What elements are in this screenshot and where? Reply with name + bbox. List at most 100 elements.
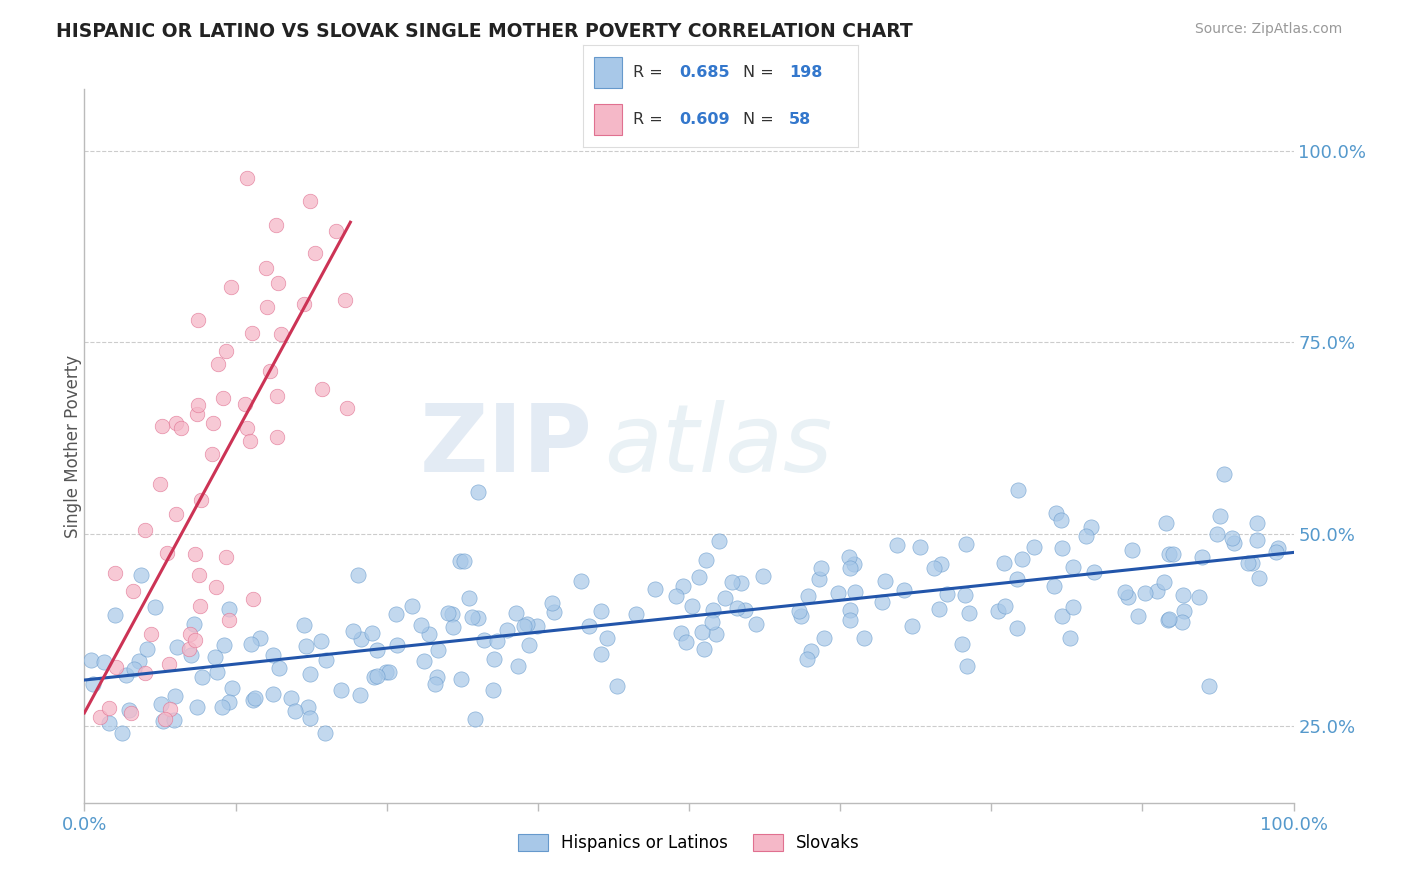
Point [578, 618, 600, 632]
Point [330, 683, 353, 698]
Point [437, 606, 460, 620]
Point [1171, 615, 1194, 629]
Point [295, 639, 318, 653]
Point [474, 633, 496, 648]
Point [163, 690, 186, 704]
Point [169, 421, 191, 435]
FancyBboxPatch shape [595, 104, 621, 135]
Point [671, 625, 693, 640]
Point [347, 567, 370, 582]
Point [1206, 527, 1229, 541]
Point [842, 557, 865, 571]
Point [752, 569, 775, 583]
Point [589, 604, 612, 618]
Point [1213, 467, 1236, 481]
Point [1059, 631, 1081, 645]
Point [1153, 574, 1175, 589]
Point [426, 643, 449, 657]
Point [188, 599, 211, 613]
Point [240, 326, 263, 340]
Point [152, 714, 174, 728]
Legend: Hispanics or Latinos, Slovaks: Hispanics or Latinos, Slovaks [512, 827, 866, 859]
Point [1050, 541, 1073, 555]
Point [461, 609, 484, 624]
Text: 0.685: 0.685 [679, 65, 730, 79]
Point [886, 538, 908, 552]
Point [215, 549, 238, 564]
Point [219, 279, 242, 293]
Point [987, 604, 1010, 618]
Point [221, 681, 243, 696]
Text: HISPANIC OR LATINO VS SLOVAK SINGLE MOTHER POVERTY CORRELATION CHART: HISPANIC OR LATINO VS SLOVAK SINGLE MOTH… [56, 22, 912, 41]
Y-axis label: Single Mother Poverty: Single Mother Poverty [65, 354, 82, 538]
Text: atlas: atlas [605, 401, 832, 491]
Point [485, 634, 508, 648]
Point [183, 617, 205, 632]
Point [122, 583, 145, 598]
Point [875, 574, 897, 588]
Text: 58: 58 [789, 112, 811, 127]
Point [644, 582, 666, 596]
Point [284, 704, 307, 718]
Point [366, 669, 388, 683]
Point [1007, 483, 1029, 498]
Point [157, 657, 180, 672]
Point [688, 570, 710, 584]
Point [1223, 536, 1246, 550]
Point [149, 476, 172, 491]
Point [449, 554, 471, 568]
Point [292, 297, 315, 311]
Point [591, 647, 613, 661]
Point [1121, 542, 1143, 557]
Point [259, 364, 281, 378]
Point [1083, 565, 1105, 579]
Point [423, 677, 446, 691]
Point [725, 601, 748, 615]
Point [134, 523, 156, 537]
Point [186, 700, 208, 714]
Point [665, 589, 688, 603]
Text: ZIP: ZIP [419, 400, 592, 492]
Point [844, 585, 866, 599]
Text: R =: R = [633, 65, 668, 79]
Point [1135, 586, 1157, 600]
Point [1161, 547, 1184, 561]
Point [1173, 604, 1195, 618]
Point [211, 700, 233, 714]
Point [1246, 516, 1268, 530]
Point [134, 666, 156, 681]
Point [239, 637, 262, 651]
Point [292, 618, 315, 632]
Point [207, 358, 229, 372]
Point [692, 642, 714, 657]
Point [104, 608, 127, 623]
Point [254, 260, 277, 275]
Point [179, 627, 201, 641]
Point [269, 661, 291, 675]
Point [1126, 609, 1149, 624]
Point [298, 711, 321, 725]
Point [1157, 613, 1180, 627]
Point [190, 492, 212, 507]
Point [82, 677, 104, 691]
Point [135, 641, 157, 656]
Point [80, 653, 103, 667]
Point [700, 615, 723, 629]
Point [264, 218, 287, 232]
Point [242, 693, 264, 707]
Point [706, 627, 728, 641]
Point [695, 553, 717, 567]
Point [1011, 551, 1033, 566]
Point [120, 706, 142, 720]
Point [681, 599, 703, 614]
Point [1050, 609, 1073, 624]
Point [928, 601, 950, 615]
Point [1240, 556, 1263, 570]
Point [1049, 513, 1071, 527]
Point [1267, 541, 1289, 556]
Point [467, 485, 489, 500]
Text: Source: ZipAtlas.com: Source: ZipAtlas.com [1195, 22, 1343, 37]
Point [457, 591, 479, 606]
Point [797, 589, 820, 603]
Point [266, 430, 288, 444]
